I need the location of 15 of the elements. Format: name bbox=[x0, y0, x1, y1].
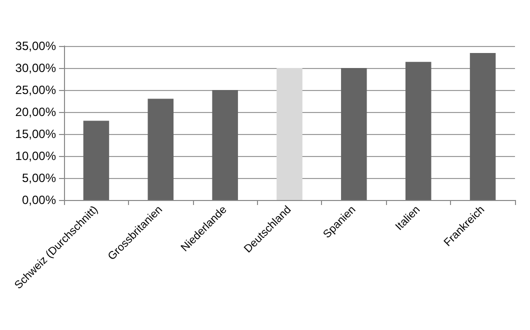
y-tick-label: 35,00% bbox=[15, 39, 56, 53]
bar bbox=[470, 53, 496, 200]
bar bbox=[405, 62, 432, 200]
bar bbox=[212, 90, 238, 200]
bar bbox=[148, 98, 174, 200]
bar bbox=[276, 68, 302, 200]
y-tick-label: 10,00% bbox=[15, 149, 56, 163]
y-tick-label: 0,00% bbox=[22, 193, 56, 207]
y-tick-label: 25,00% bbox=[15, 83, 56, 97]
y-tick-label: 15,00% bbox=[15, 127, 56, 141]
y-tick-label: 5,00% bbox=[22, 171, 56, 185]
y-tick-label: 20,00% bbox=[15, 105, 56, 119]
bar bbox=[83, 120, 110, 200]
bar bbox=[341, 68, 367, 200]
y-tick-label: 30,00% bbox=[15, 61, 56, 75]
